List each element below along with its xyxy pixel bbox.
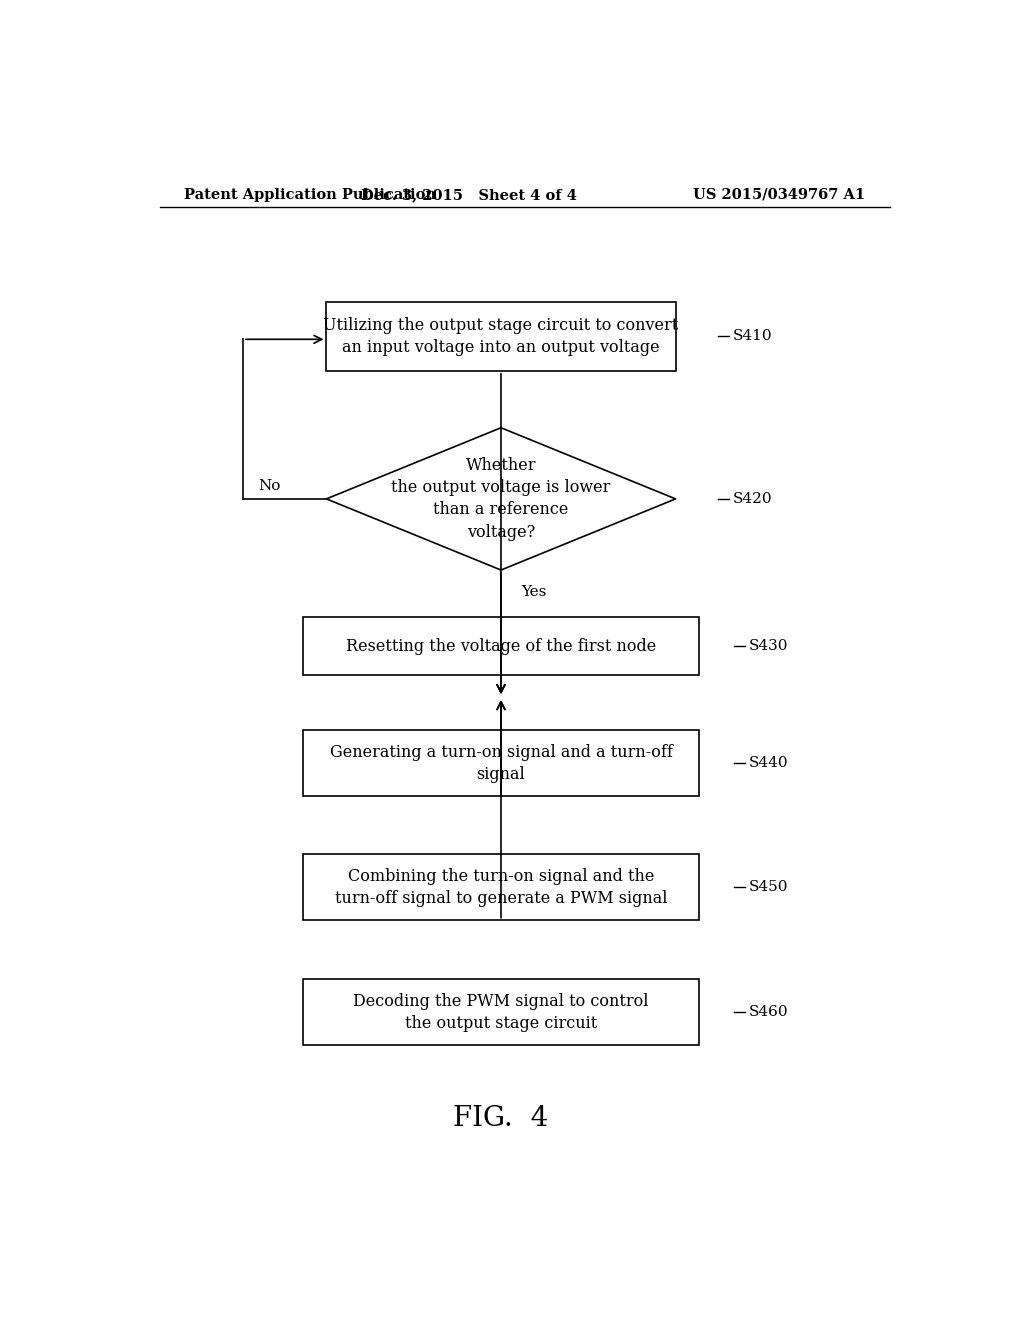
Text: Utilizing the output stage circuit to convert
an input voltage into an output vo: Utilizing the output stage circuit to co… <box>324 317 679 356</box>
Text: US 2015/0349767 A1: US 2015/0349767 A1 <box>692 187 865 202</box>
Text: S430: S430 <box>749 639 788 653</box>
Text: S460: S460 <box>749 1005 788 1019</box>
Bar <box>303 979 699 1045</box>
Text: Resetting the voltage of the first node: Resetting the voltage of the first node <box>346 638 656 655</box>
Text: Decoding the PWM signal to control
the output stage circuit: Decoding the PWM signal to control the o… <box>353 993 649 1032</box>
Text: Whether
the output voltage is lower
than a reference
voltage?: Whether the output voltage is lower than… <box>391 457 610 541</box>
Bar <box>303 730 699 796</box>
Text: Patent Application Publication: Patent Application Publication <box>183 187 435 202</box>
Text: FIG.  4: FIG. 4 <box>454 1105 549 1133</box>
Bar <box>303 854 699 920</box>
Text: Generating a turn-on signal and a turn-off
signal: Generating a turn-on signal and a turn-o… <box>330 743 673 783</box>
Text: S410: S410 <box>733 329 772 343</box>
Text: S450: S450 <box>749 880 788 894</box>
Text: No: No <box>258 479 281 492</box>
Text: S440: S440 <box>749 756 788 770</box>
Bar <box>327 302 676 371</box>
Text: S420: S420 <box>733 492 772 506</box>
Text: Combining the turn-on signal and the
turn-off signal to generate a PWM signal: Combining the turn-on signal and the tur… <box>335 867 668 907</box>
Text: Yes: Yes <box>521 585 546 598</box>
Text: Dec. 3, 2015   Sheet 4 of 4: Dec. 3, 2015 Sheet 4 of 4 <box>361 187 578 202</box>
Bar <box>303 618 699 676</box>
